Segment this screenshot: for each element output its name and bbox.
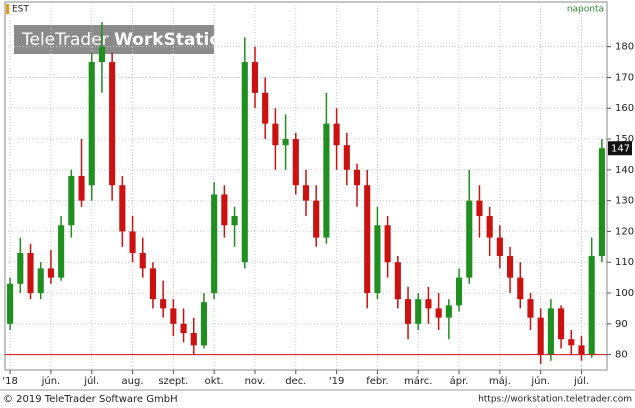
candle-body	[466, 200, 473, 278]
candle-body	[98, 46, 105, 63]
candle-body	[578, 345, 585, 355]
candle-body	[37, 268, 44, 294]
watermark: TeleTrader WorkStation	[21, 30, 233, 50]
y-tick-label: 110	[615, 257, 634, 268]
candle-body	[221, 194, 228, 226]
x-tick-label: okt.	[205, 376, 224, 387]
interval: naponta	[567, 5, 604, 15]
candle-body	[353, 169, 361, 186]
last-value-label: 147	[611, 143, 630, 154]
candle-body	[527, 299, 534, 318]
candle-body	[68, 175, 75, 226]
y-tick-label: 80	[615, 350, 628, 361]
candle-body	[119, 185, 126, 232]
candle-body	[476, 200, 483, 217]
candle-body	[547, 308, 554, 355]
candle-body	[251, 62, 259, 93]
candle-body	[568, 339, 575, 346]
y-tick-label: 90	[615, 319, 628, 330]
x-tick-label: dec.	[285, 376, 306, 387]
candle-body	[109, 62, 116, 186]
x-tick-label: aug.	[122, 376, 144, 387]
candle-body	[435, 308, 442, 318]
y-tick-label: 140	[615, 165, 634, 176]
candle-body	[272, 123, 279, 146]
last-value-box	[608, 141, 632, 156]
candle-body	[17, 252, 24, 284]
y-tick-label: 170	[615, 72, 634, 83]
candle-body	[302, 185, 310, 201]
candle-body	[384, 225, 391, 263]
candle-body	[180, 323, 187, 334]
candle-body	[129, 231, 136, 253]
x-tick-label: júl.	[573, 375, 589, 387]
y-tick-label: 120	[615, 226, 634, 237]
candle-body	[323, 123, 330, 238]
candle-body	[496, 237, 503, 257]
x-tick-label: nov.	[245, 376, 266, 387]
candle-body	[241, 62, 248, 263]
x-tick-label: febr.	[366, 376, 388, 387]
candle-body	[262, 92, 269, 124]
candle-body	[537, 317, 544, 355]
candle-body	[374, 225, 381, 294]
x-tick-label: '18	[2, 376, 17, 387]
x-tick-label: máj.	[489, 375, 511, 387]
candle-body	[190, 333, 197, 346]
watermark-box	[14, 25, 214, 54]
candle-body	[27, 252, 34, 294]
candle-body	[313, 200, 320, 238]
candle-body	[160, 299, 167, 309]
plot-frame	[4, 1, 608, 371]
candle-body	[78, 175, 85, 201]
candle-body	[7, 283, 14, 324]
candle-body	[394, 262, 401, 300]
candle-body	[149, 268, 157, 300]
watermark-part: TeleTrader	[21, 30, 114, 50]
x-tick-label: jún.	[530, 375, 550, 387]
candle-body	[517, 277, 524, 300]
x-tick-label: ápr.	[450, 375, 469, 387]
candle-body	[445, 305, 452, 318]
candle-body	[139, 252, 146, 269]
candle-body	[486, 216, 493, 238]
candle-body	[507, 256, 514, 278]
candle-body	[211, 194, 218, 294]
y-tick-label: 180	[615, 42, 634, 53]
candle-body	[558, 308, 565, 340]
candle-body	[588, 256, 595, 355]
candle-body	[58, 225, 65, 278]
candle-body	[333, 123, 340, 146]
y-tick-label: 100	[615, 288, 634, 299]
x-tick-label: márc.	[404, 375, 432, 387]
candle-body	[282, 139, 289, 146]
candle-body	[343, 145, 350, 170]
y-tick-label: 160	[615, 103, 634, 114]
footer-left: © 2019 TeleTrader Software GmbH	[3, 394, 178, 405]
x-tick-label: '19	[329, 376, 344, 387]
candle-body	[455, 277, 463, 306]
x-tick-label: szept.	[158, 376, 188, 387]
candle-body	[200, 302, 208, 346]
candle-body	[415, 299, 422, 324]
candle-body	[598, 148, 605, 257]
candle-body	[88, 62, 95, 186]
candle-body	[425, 299, 432, 309]
candle-body	[292, 139, 299, 186]
watermark-part: WorkStation	[114, 30, 233, 50]
candle-body	[364, 185, 371, 294]
footer-right: https://workstation.teletrader.com	[478, 395, 632, 405]
y-tick-label: 130	[615, 196, 634, 207]
candle-body	[404, 299, 412, 324]
x-tick-label: júl.	[83, 375, 99, 387]
candle-body	[47, 268, 54, 278]
symbol: EST	[12, 5, 29, 15]
symbol-marker	[6, 4, 9, 14]
candle-body	[231, 216, 238, 226]
y-tick-label: 150	[615, 134, 634, 145]
candle-body	[170, 308, 177, 324]
x-tick-label: jún.	[41, 375, 61, 387]
